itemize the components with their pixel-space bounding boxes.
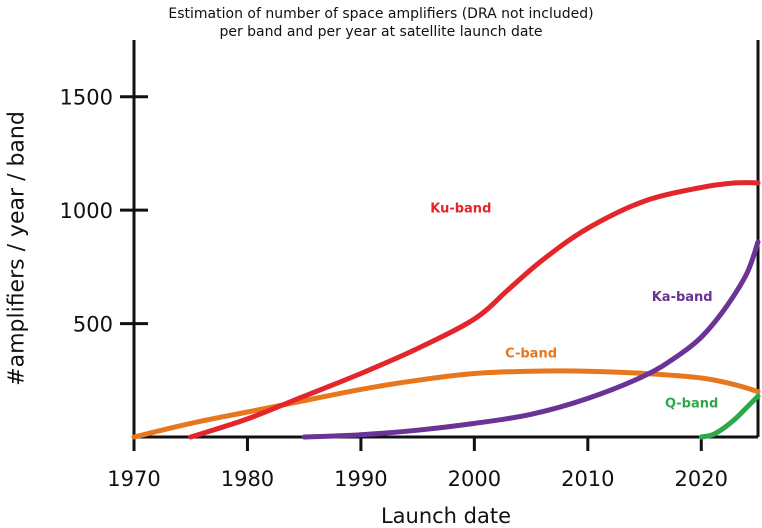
series-line-ka-band	[301, 239, 761, 440]
series-line-ku-band	[188, 180, 761, 440]
chart-subtitle: per band and per year at satellite launc…	[219, 24, 543, 40]
axes: 1970 1980 1990 2000 2010 2020 500 1000 1500	[60, 40, 760, 491]
series-label-ka-band: Ka-band	[652, 290, 713, 305]
series-label-ku-band: Ku-band	[430, 201, 491, 216]
y-axis-label: #amplifiers / year / band	[4, 111, 30, 386]
x-axis-label: Launch date	[380, 504, 512, 528]
series-line-c-band	[131, 368, 761, 440]
x-tick-label: 1990	[334, 467, 387, 491]
x-tick-label: 2010	[561, 467, 614, 491]
x-tick-label: 2020	[675, 467, 728, 491]
x-tick-label: 1970	[107, 467, 160, 491]
x-tick-label: 2000	[448, 467, 501, 491]
y-tick-label: 1000	[60, 199, 113, 223]
x-tick-label: 1980	[221, 467, 274, 491]
series-line-q-band	[698, 393, 761, 440]
y-tick-label: 1500	[60, 86, 113, 110]
series-label-c-band: C-band	[505, 347, 557, 362]
series-labels: C-band Ka-band Ku-band Q-band	[430, 201, 718, 411]
chart-title: Estimation of number of space amplifiers…	[168, 6, 594, 22]
y-tick-label: 500	[73, 313, 113, 337]
series-label-q-band: Q-band	[665, 397, 718, 412]
series-group	[131, 180, 761, 440]
